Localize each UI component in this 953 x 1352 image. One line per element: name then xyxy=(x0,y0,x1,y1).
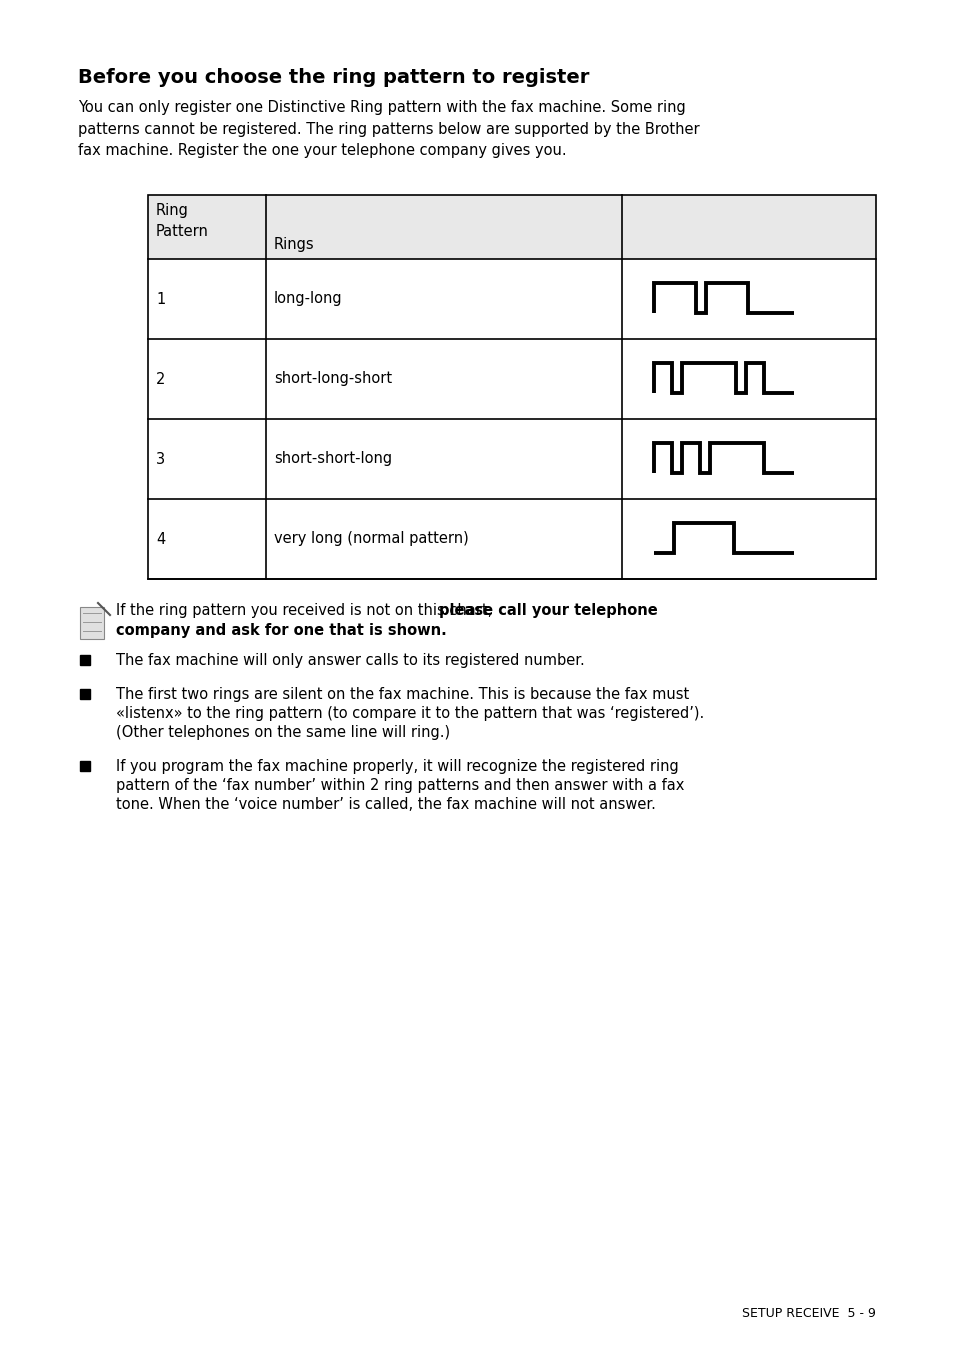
Text: 3: 3 xyxy=(156,452,165,466)
Text: If the ring pattern you received is not on this chart,: If the ring pattern you received is not … xyxy=(116,603,497,618)
Text: Rings: Rings xyxy=(274,237,314,251)
Text: Before you choose the ring pattern to register: Before you choose the ring pattern to re… xyxy=(78,68,589,87)
Text: Ring
Pattern: Ring Pattern xyxy=(156,203,209,239)
Text: You can only register one Distinctive Ring pattern with the fax machine. Some ri: You can only register one Distinctive Ri… xyxy=(78,100,699,158)
Text: long-long: long-long xyxy=(274,292,342,307)
Bar xyxy=(148,195,875,260)
Text: tone. When the ‘voice number’ is called, the fax machine will not answer.: tone. When the ‘voice number’ is called,… xyxy=(116,796,656,813)
Bar xyxy=(148,195,875,579)
Bar xyxy=(80,607,104,639)
Text: If you program the fax machine properly, it will recognize the registered ring: If you program the fax machine properly,… xyxy=(116,758,678,773)
Text: 4: 4 xyxy=(156,531,165,546)
Text: short-long-short: short-long-short xyxy=(274,372,392,387)
Bar xyxy=(80,761,90,771)
Text: short-short-long: short-short-long xyxy=(274,452,392,466)
Text: please call your telephone: please call your telephone xyxy=(439,603,658,618)
Text: 1: 1 xyxy=(156,292,165,307)
Bar xyxy=(80,690,90,699)
Bar xyxy=(80,654,90,665)
Text: company and ask for one that is shown.: company and ask for one that is shown. xyxy=(116,623,446,638)
Text: The first two rings are silent on the fax machine. This is because the fax must: The first two rings are silent on the fa… xyxy=(116,687,688,702)
Text: SETUP RECEIVE  5 - 9: SETUP RECEIVE 5 - 9 xyxy=(741,1307,875,1320)
Text: The fax machine will only answer calls to its registered number.: The fax machine will only answer calls t… xyxy=(116,653,584,668)
Text: pattern of the ‘fax number’ within 2 ring patterns and then answer with a fax: pattern of the ‘fax number’ within 2 rin… xyxy=(116,777,683,794)
Text: (Other telephones on the same line will ring.): (Other telephones on the same line will … xyxy=(116,725,450,740)
Text: «listenx» to the ring pattern (to compare it to the pattern that was ‘registered: «listenx» to the ring pattern (to compar… xyxy=(116,706,703,721)
Text: very long (normal pattern): very long (normal pattern) xyxy=(274,531,468,546)
Text: 2: 2 xyxy=(156,372,165,387)
